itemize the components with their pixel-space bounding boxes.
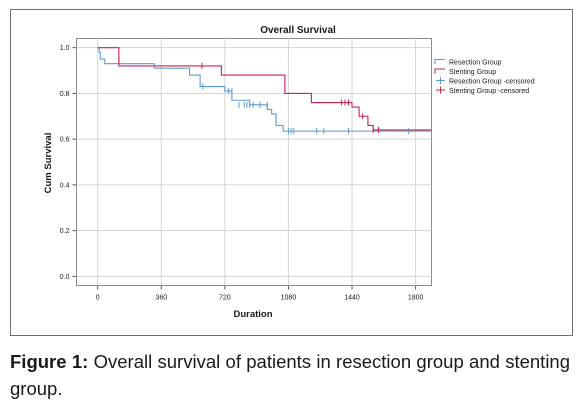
figure-caption: Figure 1: Overall survival of patients i… — [10, 348, 570, 402]
x-tick-label: 1080 — [281, 295, 297, 302]
y-tick-label: 0.0 — [60, 274, 70, 281]
series-line-resection — [97, 47, 432, 132]
legend-label: Stenting Group -censored — [449, 88, 529, 95]
legend-label: Resection Group -censored — [449, 79, 535, 86]
censor-marks — [118, 56, 410, 135]
axes: 0 360 720 1080 1440 1800 0.0 0.2 0.4 0.6 0.8 1.0 — [60, 45, 424, 301]
legend-swatch — [434, 68, 445, 74]
caption-text: Overall survival of patients in resectio… — [10, 351, 571, 399]
grid-lines — [76, 38, 432, 286]
series-line-stenting — [97, 47, 432, 131]
x-tick-label: 360 — [155, 295, 167, 302]
y-tick-label: 0.6 — [60, 137, 70, 144]
x-tick-label: 1800 — [408, 295, 424, 302]
y-tick-label: 0.4 — [60, 182, 70, 189]
legend-swatch — [434, 58, 445, 64]
y-tick-label: 0.2 — [60, 228, 70, 235]
caption-label: Figure 1: — [10, 351, 89, 372]
chart-title: Overall Survival — [260, 25, 336, 36]
x-axis-label: Duration — [233, 309, 272, 320]
y-axis-label: Cum Survival — [43, 133, 54, 194]
x-tick-label: 1440 — [344, 295, 360, 302]
y-tick-label: 1.0 — [60, 45, 70, 52]
legend-label: Resection Group — [449, 60, 502, 67]
x-tick-label: 0 — [96, 295, 100, 302]
plot-area — [76, 38, 432, 286]
survival-curves — [97, 47, 432, 132]
x-tick-label: 720 — [219, 295, 231, 302]
legend: Resection Group Stenting Group Resection G… — [434, 58, 535, 95]
legend-label: Stenting Group — [449, 69, 496, 76]
y-tick-label: 0.8 — [60, 91, 70, 98]
